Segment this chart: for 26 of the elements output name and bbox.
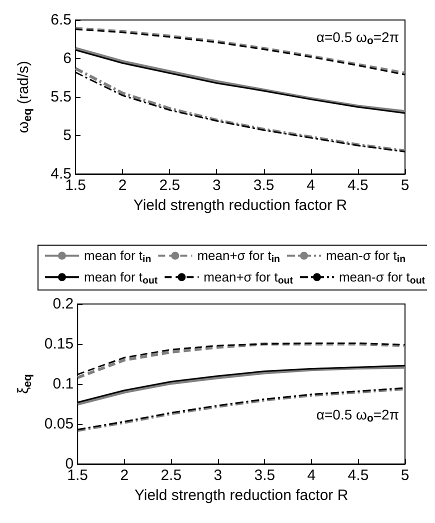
x-tick-label: 3.5 bbox=[254, 467, 276, 484]
x-tick-label: 3 bbox=[214, 467, 222, 484]
y-axis-title: ωeq (rad/s) bbox=[15, 60, 34, 134]
x-tick-label: 5 bbox=[400, 177, 410, 194]
y-tick-label: 5 bbox=[63, 127, 72, 144]
x-tick-label: 4.5 bbox=[348, 177, 368, 194]
y-tick-label: 6 bbox=[63, 50, 72, 67]
x-tick-label: 2 bbox=[120, 467, 129, 484]
x-tick-label: 2.5 bbox=[159, 177, 180, 194]
x-tick-label: 3.5 bbox=[253, 177, 274, 194]
y-tick-label: 5.5 bbox=[50, 88, 72, 106]
x-axis-title: Yield strength reduction factor R bbox=[133, 197, 348, 214]
x-tick-label: 5 bbox=[400, 467, 410, 484]
x-tick-label: 3 bbox=[212, 177, 221, 194]
x-tick-label: 4 bbox=[306, 177, 316, 194]
y-tick-label: 0.2 bbox=[52, 296, 74, 312]
y-tick-label: 0.15 bbox=[44, 336, 74, 352]
x-tick-label: 4.5 bbox=[348, 467, 369, 484]
y-tick-label: 0.05 bbox=[44, 416, 74, 432]
x-tick-label: 2.5 bbox=[160, 467, 182, 484]
y-axis-title: ξeq bbox=[15, 374, 34, 394]
y-tick-label: 6.5 bbox=[50, 12, 72, 28]
x-tick-label: 4 bbox=[307, 467, 316, 484]
y-tick-label: 0.1 bbox=[52, 376, 74, 392]
x-tick-label: 2 bbox=[118, 177, 127, 194]
x-axis-title: Yield strength reduction factor R bbox=[134, 487, 348, 504]
